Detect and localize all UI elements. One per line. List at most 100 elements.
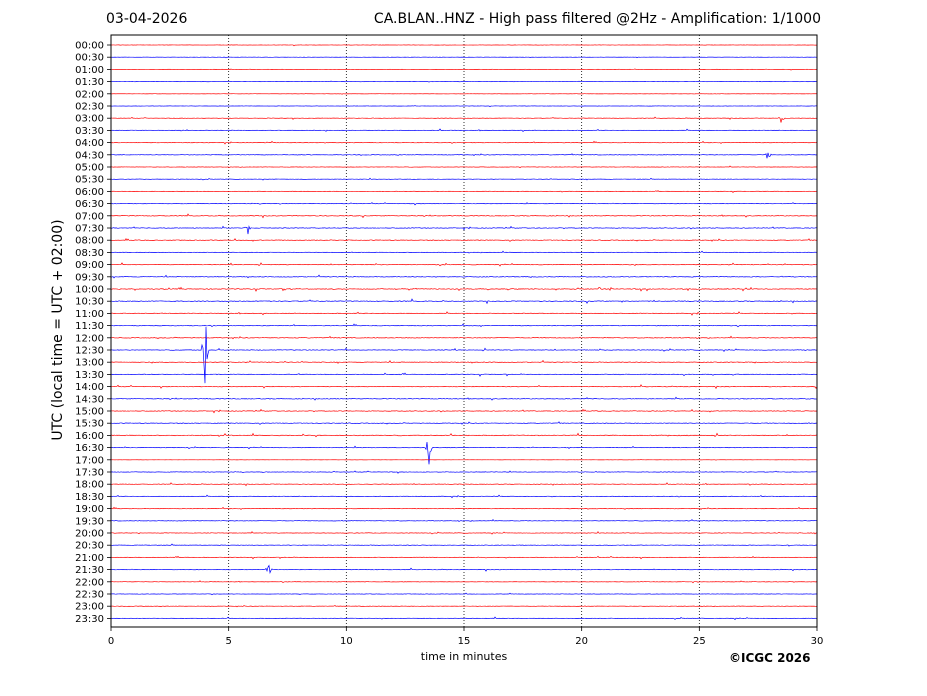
trace-row-1600 xyxy=(110,432,818,438)
y-tick-label-0630: 06:30 xyxy=(75,199,104,210)
x-axis-label: time in minutes xyxy=(420,650,508,663)
y-tick-label-0930: 09:30 xyxy=(75,272,104,283)
trace-row-0600 xyxy=(110,190,818,193)
trace-row-0330 xyxy=(110,128,818,133)
trace-row-0830 xyxy=(110,250,818,254)
y-tick-label-1400: 14:00 xyxy=(75,382,104,393)
y-tick-label-1300: 13:00 xyxy=(75,358,104,369)
y-tick-label-1530: 15:30 xyxy=(75,419,104,430)
trace-row-0130 xyxy=(110,80,818,83)
y-tick-label-1700: 17:00 xyxy=(75,455,104,466)
y-tick-label-0200: 02:00 xyxy=(75,89,104,100)
y-tick-label-0700: 07:00 xyxy=(75,211,104,222)
y-tick-label-0330: 03:30 xyxy=(75,126,104,137)
trace-row-1500 xyxy=(110,408,818,414)
trace-row-0030 xyxy=(110,56,818,59)
y-tick-label-0230: 02:30 xyxy=(75,102,104,113)
trace-row-0100 xyxy=(110,68,818,71)
y-tick-label-2100: 21:00 xyxy=(75,553,104,564)
trace-row-0400 xyxy=(110,140,818,145)
trace-row-1200 xyxy=(110,335,818,340)
trace-row-0230 xyxy=(110,105,818,108)
trace-row-1330 xyxy=(110,372,818,377)
y-tick-label-0030: 00:30 xyxy=(75,53,104,64)
trace-row-0700 xyxy=(110,213,818,219)
trace-row-1100 xyxy=(110,311,818,316)
trace-row-0000 xyxy=(111,44,817,47)
x-tick-label-15: 15 xyxy=(458,636,471,647)
y-tick-label-2230: 22:30 xyxy=(75,590,104,601)
y-tick-label-0300: 03:00 xyxy=(75,114,104,125)
copyright-label: ©ICGC 2026 xyxy=(729,651,811,665)
y-tick-label-2000: 20:00 xyxy=(75,529,104,540)
y-tick-label-2330: 23:30 xyxy=(75,614,104,625)
trace-row-0930 xyxy=(110,274,818,279)
y-tick-label-1200: 12:00 xyxy=(75,333,104,344)
trace-row-0530 xyxy=(110,177,818,181)
trace-row-1300 xyxy=(110,359,818,364)
trace-row-1400 xyxy=(110,384,818,390)
trace-row-0900 xyxy=(110,262,818,267)
trace-row-0300 xyxy=(110,116,818,123)
y-tick-label-1630: 16:30 xyxy=(75,443,104,454)
trace-row-0730 xyxy=(110,225,818,235)
trace-row-1930 xyxy=(110,519,818,522)
y-tick-label-1330: 13:30 xyxy=(75,370,104,381)
trace-row-0630 xyxy=(110,202,818,206)
y-axis-label: UTC (local time = UTC + 02:00) xyxy=(50,219,66,441)
y-tick-label-1830: 18:30 xyxy=(75,492,104,503)
x-tick-label-30: 30 xyxy=(811,636,824,647)
trace-row-1900 xyxy=(110,506,818,510)
y-tick-label-0600: 06:00 xyxy=(75,187,104,198)
trace-row-2230 xyxy=(110,592,818,596)
y-tick-label-2300: 23:00 xyxy=(75,602,104,613)
y-tick-label-0400: 04:00 xyxy=(75,138,104,149)
trace-row-0800 xyxy=(110,237,818,242)
trace-row-0430 xyxy=(110,152,818,159)
trace-row-2030 xyxy=(111,543,818,547)
date-label: 03-04-2026 xyxy=(106,11,188,27)
trace-row-2130 xyxy=(110,564,818,575)
y-tick-label-1600: 16:00 xyxy=(75,431,104,442)
trace-row-0500 xyxy=(110,165,818,169)
trace-row-1800 xyxy=(110,482,818,487)
y-tick-label-1100: 11:00 xyxy=(75,309,104,320)
grid-layer xyxy=(228,35,700,627)
trace-row-1700 xyxy=(110,459,817,461)
y-tick-label-0800: 08:00 xyxy=(75,236,104,247)
y-tick-label-1900: 19:00 xyxy=(75,504,104,515)
y-tick-label-0830: 08:30 xyxy=(75,248,104,259)
trace-layer xyxy=(110,44,818,621)
trace-row-1230 xyxy=(110,326,818,384)
y-tick-label-1800: 18:00 xyxy=(75,480,104,491)
x-tick-label-0: 0 xyxy=(108,636,114,647)
plot-frame xyxy=(110,34,818,628)
y-tick-label-1430: 14:30 xyxy=(75,394,104,405)
trace-row-1030 xyxy=(110,298,818,305)
trace-row-1530 xyxy=(110,421,818,425)
trace-row-1430 xyxy=(110,396,818,401)
y-tick-label-2030: 20:30 xyxy=(75,541,104,552)
trace-row-1830 xyxy=(110,494,818,499)
axis-layer xyxy=(110,34,818,628)
y-tick-label-0900: 09:00 xyxy=(75,260,104,271)
x-tick-label-20: 20 xyxy=(575,636,588,647)
y-tick-label-0530: 05:30 xyxy=(75,175,104,186)
trace-row-2300 xyxy=(110,604,818,608)
trace-row-1000 xyxy=(110,286,818,292)
trace-row-2330 xyxy=(110,616,818,621)
x-tick-label-5: 5 xyxy=(225,636,231,647)
y-tick-label-0730: 07:30 xyxy=(75,224,104,235)
y-tick-label-1130: 11:30 xyxy=(75,321,104,332)
y-tick-label-1730: 17:30 xyxy=(75,468,104,479)
trace-row-2000 xyxy=(110,531,818,535)
x-tick-label-10: 10 xyxy=(340,636,353,647)
trace-row-1730 xyxy=(110,470,817,474)
y-tick-label-1000: 10:00 xyxy=(75,285,104,296)
y-tick-label-0130: 01:30 xyxy=(75,77,104,88)
chart-title: CA.BLAN..HNZ - High pass filtered @2Hz -… xyxy=(373,11,821,27)
y-tick-label-1500: 15:00 xyxy=(75,407,104,418)
trace-row-0200 xyxy=(110,93,818,95)
